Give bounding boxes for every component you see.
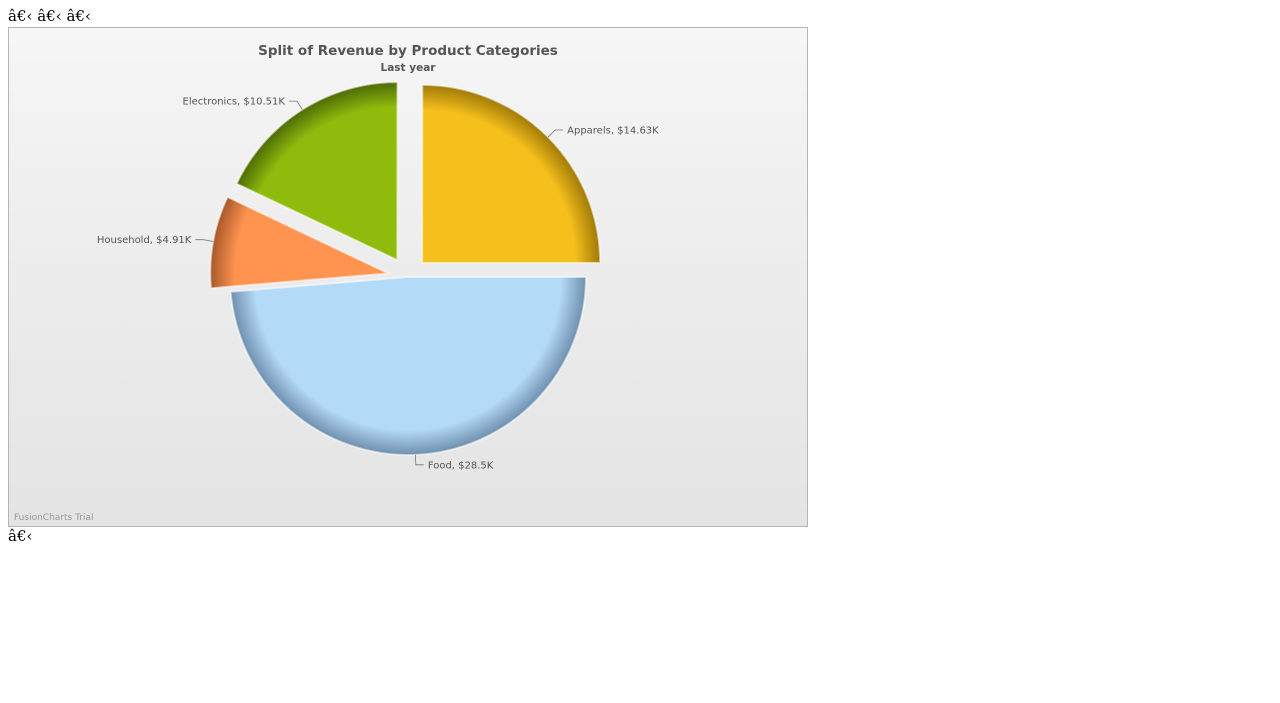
page-top-text: â€‹ â€‹ â€‹ <box>8 7 91 25</box>
slice-label-electronics: Electronics, $10.51K <box>183 97 286 108</box>
page-bottom-text: â€‹ <box>8 527 33 545</box>
leader-line-electronics <box>288 100 303 110</box>
chart-title: Split of Revenue by Product Categories <box>258 43 558 59</box>
leader-line-food <box>415 454 424 466</box>
leader-line-apparels <box>547 129 564 138</box>
chart-subtitle: Last year <box>381 62 437 74</box>
pie-labels: Food, $28.5K Household, $4.91K Electronics… <box>97 97 659 472</box>
slice-label-household: Household, $4.91K <box>97 235 192 246</box>
slice-label-apparels: Apparels, $14.63K <box>567 125 659 136</box>
pie-slice-apparels[interactable] <box>421 83 602 264</box>
pie-slice-household[interactable] <box>209 195 393 290</box>
pie-chart: Split of Revenue by Product Categories L… <box>14 43 659 523</box>
pie-slices <box>209 81 602 456</box>
leader-line-household <box>195 239 214 242</box>
pie-slice-electronics[interactable] <box>235 81 399 262</box>
watermark-label: FusionCharts Trial <box>14 513 93 523</box>
pie-slice-food[interactable] <box>229 276 588 456</box>
pie-chart-container: Split of Revenue by Product Categories L… <box>8 27 808 527</box>
slice-label-food: Food, $28.5K <box>428 460 494 471</box>
